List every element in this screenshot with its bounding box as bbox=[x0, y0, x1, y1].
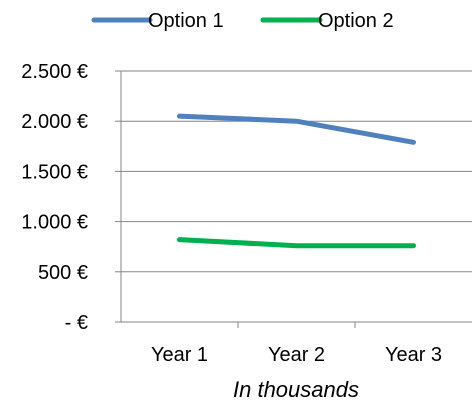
y-axis: - € 500 € 1.000 € 1.500 € 2.000 € 2.500 € bbox=[21, 61, 121, 334]
legend-item-option-2: Option 2 bbox=[263, 10, 394, 32]
y-tick-label: 500 € bbox=[38, 262, 88, 284]
legend-label-option-1: Option 1 bbox=[148, 10, 224, 32]
x-axis-title: In thousands bbox=[233, 377, 359, 402]
y-tick-label: 2.000 € bbox=[21, 111, 88, 133]
legend-label-option-2: Option 2 bbox=[318, 10, 394, 32]
x-tick-label: Year 3 bbox=[385, 344, 442, 366]
y-tick-label: 1.500 € bbox=[21, 161, 88, 183]
series-line-option-1 bbox=[180, 116, 414, 142]
y-tick-label: 1.000 € bbox=[21, 212, 88, 234]
x-tick-label: Year 2 bbox=[268, 344, 325, 366]
series-layer bbox=[179, 116, 413, 246]
y-tick-label: 2.500 € bbox=[21, 61, 88, 83]
legend-item-option-1: Option 1 bbox=[94, 10, 224, 32]
y-tick-label: - € bbox=[65, 312, 88, 334]
gridlines bbox=[121, 71, 472, 272]
series-line-option-2 bbox=[180, 240, 414, 246]
x-axis: Year 1 Year 2 Year 3 bbox=[121, 322, 472, 366]
x-tick-label: Year 1 bbox=[151, 344, 208, 366]
legend: Option 1 Option 2 bbox=[94, 10, 394, 32]
